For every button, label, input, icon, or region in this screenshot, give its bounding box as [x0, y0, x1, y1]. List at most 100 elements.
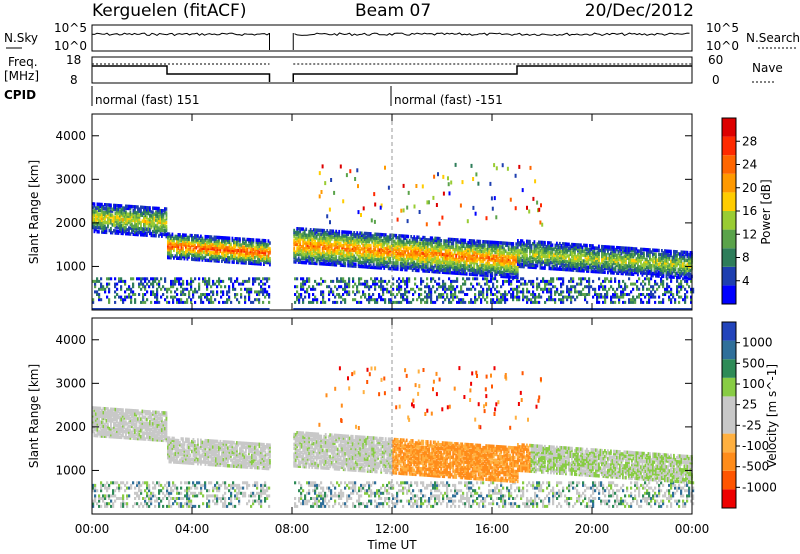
heat-cell	[485, 265, 488, 270]
heat-cell	[559, 261, 561, 265]
heat-cell	[366, 279, 369, 283]
heat-cell	[547, 248, 549, 253]
heat-cell	[94, 282, 97, 286]
heat-cell	[317, 254, 320, 258]
heat-cell	[312, 249, 315, 254]
heat-cell	[446, 270, 449, 275]
heat-cell	[311, 253, 314, 257]
heat-cell	[316, 298, 319, 302]
heat-cell	[302, 256, 305, 261]
heat-cell	[541, 252, 543, 256]
heat-cell	[264, 282, 267, 286]
heat-cell	[393, 241, 396, 246]
heat-cell	[408, 264, 411, 268]
heat-cell	[472, 277, 475, 281]
heat-cell	[524, 243, 527, 247]
heat-cell	[374, 282, 377, 286]
heat-cell	[182, 282, 185, 286]
heat-cell	[392, 282, 395, 286]
heat-cell	[167, 240, 169, 244]
heat-cell	[264, 246, 267, 251]
heat-cell	[654, 295, 657, 299]
heat-cell	[395, 235, 398, 240]
heat-cell	[125, 231, 127, 236]
nsearch-top-tick: 10^5	[706, 21, 739, 35]
heat-cell	[243, 237, 246, 242]
heat-cell	[236, 258, 238, 263]
heat-cell	[570, 298, 573, 302]
heat-cell	[402, 258, 405, 262]
heat-cell	[263, 248, 265, 253]
heat-cell	[225, 236, 228, 240]
heat-cell	[338, 257, 341, 261]
heat-cell	[132, 290, 135, 294]
heat-cell	[309, 253, 312, 257]
heat-cell	[582, 293, 585, 296]
heat-cell	[408, 240, 411, 245]
heat-cell	[495, 242, 498, 247]
heat-cell	[309, 241, 312, 246]
heat-cell	[429, 261, 432, 266]
heat-cell	[251, 245, 253, 250]
heat-cell	[488, 258, 491, 262]
heat-cell	[263, 260, 265, 264]
heat-cell	[144, 287, 147, 291]
heat-cell	[353, 256, 356, 260]
heat-cell	[225, 250, 228, 254]
heat-cell	[501, 260, 504, 265]
heat-cell	[556, 241, 558, 246]
heat-cell	[294, 277, 297, 281]
heat-cell	[141, 229, 144, 233]
heat-cell	[471, 239, 474, 243]
heat-cell	[453, 269, 456, 273]
heat-cell	[130, 300, 133, 304]
heat-cell	[220, 295, 223, 299]
heat-cell	[498, 272, 501, 276]
heat-cell	[122, 227, 124, 232]
heat-cell	[245, 249, 247, 253]
heat-cell	[168, 242, 171, 246]
heat-cell	[129, 232, 132, 236]
heat-cell	[333, 251, 336, 255]
heat-cell	[152, 279, 155, 283]
heat-cell	[513, 261, 516, 266]
heat-cell	[455, 240, 458, 244]
heat-cell	[173, 248, 175, 252]
heat-cell	[571, 244, 573, 249]
heat-cell	[556, 255, 558, 259]
heat-cell	[135, 230, 138, 235]
heat-cell	[95, 225, 97, 230]
heat-cell	[384, 287, 387, 291]
heat-cell	[553, 259, 555, 263]
heat-cell	[330, 290, 333, 294]
heat-cell	[371, 255, 374, 260]
heat-cell	[438, 277, 441, 281]
heat-cell	[478, 295, 481, 299]
heat-cell	[240, 260, 243, 265]
heat-cell	[542, 279, 545, 283]
heat-cell	[369, 249, 372, 254]
heat-cell	[344, 248, 347, 252]
heat-cell	[562, 259, 564, 264]
heat-cell	[434, 290, 437, 294]
heat-cell	[305, 243, 308, 247]
heat-cell	[429, 255, 432, 260]
heat-cell	[539, 266, 542, 270]
heat-cell	[221, 241, 223, 246]
heat-cell	[652, 293, 655, 296]
heat-cell	[524, 259, 527, 263]
heat-cell	[630, 282, 633, 286]
heat-cell	[614, 277, 617, 281]
heat-cell	[526, 243, 528, 248]
heat-cell	[327, 237, 330, 241]
heat-cell	[517, 252, 519, 257]
heat-cell	[136, 277, 139, 281]
heat-cell	[338, 247, 341, 252]
heat-cell	[110, 221, 112, 225]
heat-cell	[538, 242, 540, 246]
heat-cell	[197, 238, 199, 242]
heat-cell	[168, 248, 171, 252]
heat-cell	[542, 277, 545, 281]
heat-cell	[350, 254, 353, 258]
heat-cell	[389, 260, 392, 265]
